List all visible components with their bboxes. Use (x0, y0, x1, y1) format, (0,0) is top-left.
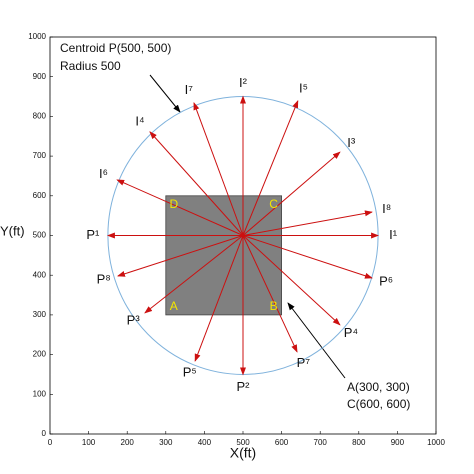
y-tick-label: 600 (33, 191, 47, 200)
arrow (242, 235, 298, 353)
arrow-label: P² (237, 379, 251, 394)
annotation: C(600, 600) (347, 397, 410, 411)
x-tick-label: 1000 (427, 438, 445, 447)
square (165, 195, 283, 316)
arrow (242, 235, 373, 279)
arrow (116, 235, 244, 277)
arrow-label: I⁷ (185, 82, 194, 97)
y-tick-label: 800 (33, 112, 47, 121)
y-axis-label: Y(ft) (0, 223, 25, 238)
arrow (242, 210, 373, 236)
annotation: Centroid P(500, 500) (60, 41, 171, 55)
arrow-label: I³ (347, 135, 356, 150)
arrow-label: P⁶ (379, 273, 393, 288)
corner-label: B (270, 299, 278, 313)
arrow-label: P⁵ (183, 365, 197, 380)
annotation-arrow (149, 74, 181, 113)
arrow (194, 235, 244, 362)
y-tick-label: 500 (33, 231, 47, 240)
arrow-label: P³ (127, 312, 141, 327)
x-tick-label: 500 (236, 438, 250, 447)
arrow-label: I⁶ (99, 166, 108, 181)
arrow (242, 151, 341, 236)
x-tick-label: 800 (352, 438, 366, 447)
corner-label: C (269, 197, 278, 211)
annotation-arrow (287, 302, 346, 379)
arrow-label: P⁴ (344, 325, 358, 340)
x-tick-label: 300 (159, 438, 173, 447)
arrow-label: P¹ (86, 227, 100, 242)
arrow-label: I² (239, 75, 248, 90)
y-tick-label: 900 (33, 72, 47, 81)
corner-label: A (170, 299, 178, 313)
y-tick-label: 700 (33, 151, 47, 160)
arrow-label: I⁴ (135, 114, 144, 129)
x-tick-label: 900 (391, 438, 405, 447)
arrow (242, 99, 299, 236)
y-tick-label: 400 (33, 270, 47, 279)
x-tick-label: 400 (198, 438, 212, 447)
y-tick-label: 200 (33, 350, 47, 359)
corner-label: D (169, 197, 178, 211)
y-tick-label: 100 (33, 389, 47, 398)
y-tick-label: 300 (33, 310, 47, 319)
x-tick-label: 700 (314, 438, 328, 447)
x-tick-label: 100 (82, 438, 96, 447)
arrow-label: I⁸ (382, 201, 391, 216)
arrow (116, 179, 244, 236)
annotation: Radius 500 (60, 59, 121, 73)
arrow (242, 235, 341, 326)
arrow-label: I⁵ (299, 80, 308, 95)
arrow (144, 235, 244, 314)
arrow-label: P⁸ (97, 271, 111, 286)
x-tick-label: 200 (121, 438, 135, 447)
arrow-label: I¹ (389, 227, 398, 242)
x-tick-label: 0 (48, 438, 53, 447)
arrow-label: P⁷ (297, 355, 311, 370)
y-tick-label: 0 (42, 429, 47, 438)
arrow (149, 131, 244, 236)
annotation: A(300, 300) (347, 380, 410, 394)
x-axis-label: X(ft) (230, 445, 256, 461)
arrow (193, 101, 244, 236)
y-tick-label: 1000 (28, 32, 46, 41)
x-tick-label: 600 (275, 438, 289, 447)
